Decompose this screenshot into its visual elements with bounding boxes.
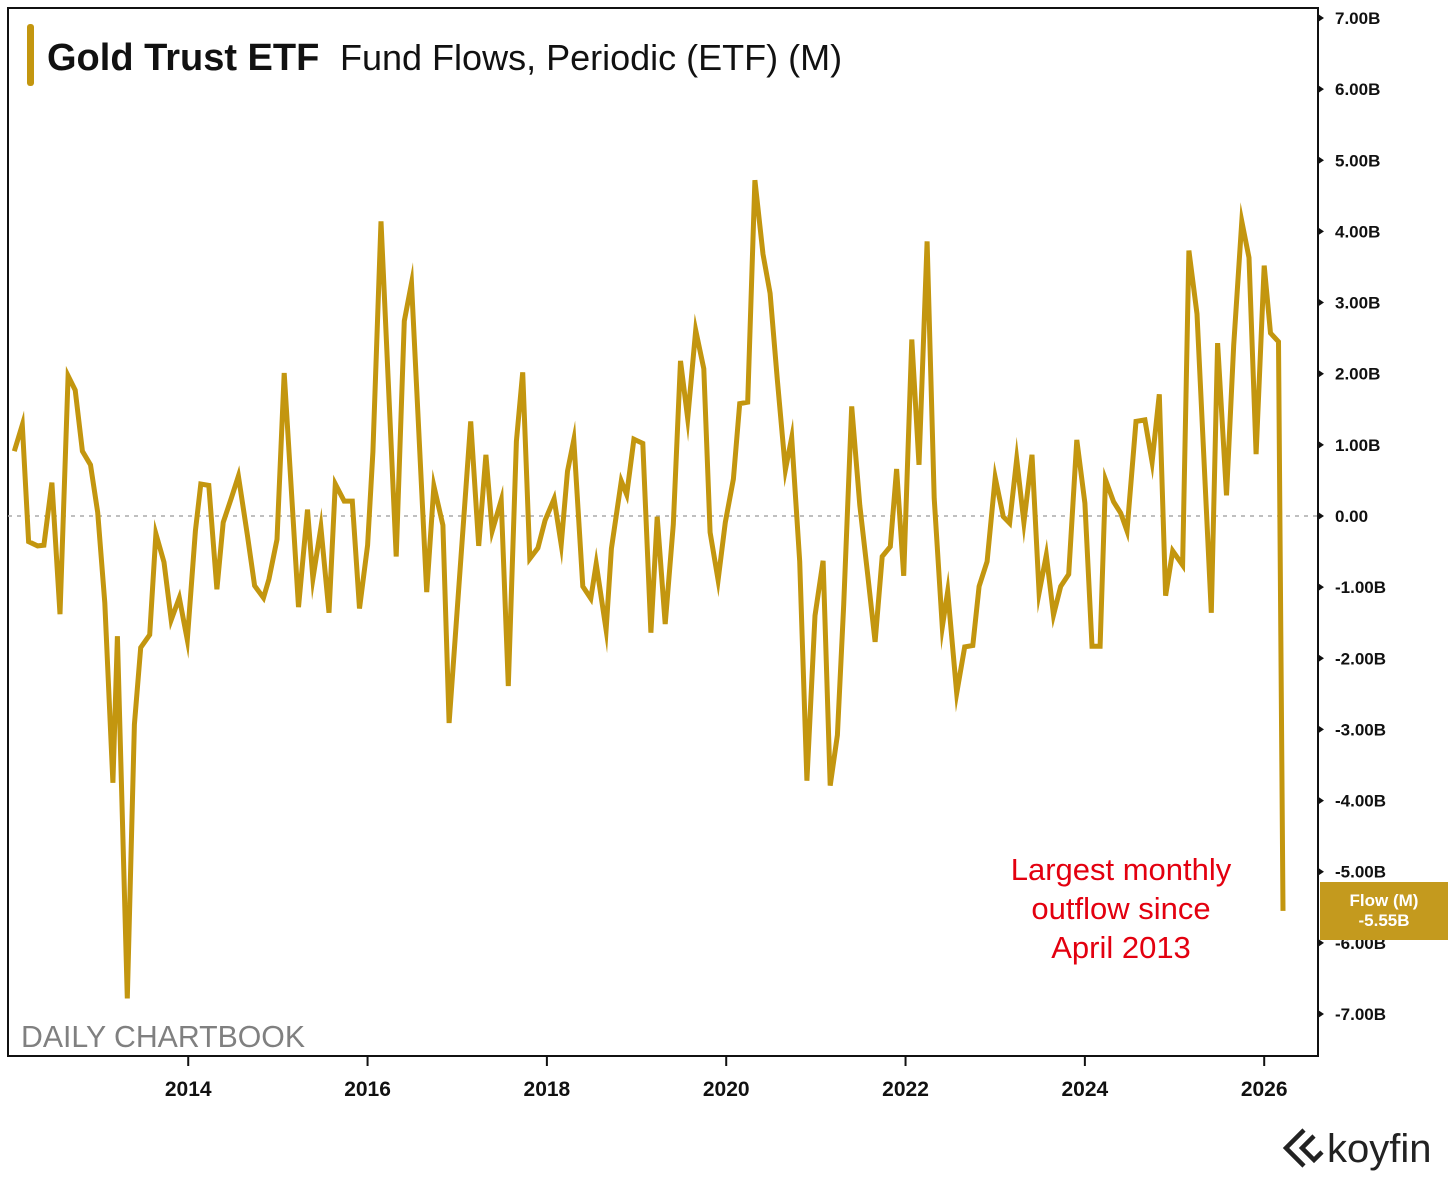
plot-frame	[7, 7, 1319, 1057]
x-tick-label: 2014	[165, 1078, 212, 1101]
y-tick-label: 6.00B	[1335, 80, 1380, 99]
y-tick-mark	[1318, 796, 1324, 805]
y-tick-mark	[1318, 583, 1324, 592]
chart-subtitle: Fund Flows, Periodic (ETF) (M)	[340, 37, 842, 78]
y-tick-label: -7.00B	[1335, 1005, 1386, 1024]
y-tick-label: 0.00	[1335, 507, 1368, 526]
last-value-badge	[1320, 882, 1448, 940]
title-accent-bar	[27, 24, 34, 86]
y-tick-mark	[1318, 654, 1324, 663]
y-tick-label: 1.00B	[1335, 436, 1380, 455]
koyfin-logo-icon	[1282, 1128, 1324, 1168]
y-tick-label: -4.00B	[1335, 792, 1386, 811]
y-tick-mark	[1318, 298, 1324, 307]
y-tick-mark	[1318, 511, 1324, 520]
watermark-daily-chartbook: DAILY CHARTBOOK	[21, 1019, 305, 1054]
y-tick-mark	[1318, 13, 1324, 22]
x-tick-label: 2018	[524, 1078, 571, 1101]
y-tick-mark	[1318, 440, 1324, 449]
y-tick-mark	[1318, 867, 1324, 876]
chart-title: Gold Trust ETF	[47, 37, 319, 79]
y-tick-label: 3.00B	[1335, 294, 1380, 313]
y-tick-mark	[1318, 85, 1324, 94]
y-tick-label: -2.00B	[1335, 649, 1386, 668]
koyfin-brand: koyfin	[1327, 1127, 1432, 1171]
y-tick-mark	[1318, 156, 1324, 165]
x-tick-label: 2020	[703, 1078, 750, 1101]
y-tick-label: 7.00B	[1335, 9, 1380, 28]
x-tick-label: 2016	[344, 1078, 391, 1101]
x-tick-label: 2022	[882, 1078, 929, 1101]
annotation-line-2: outflow since	[1031, 891, 1210, 926]
annotation-line-3: April 2013	[1051, 930, 1191, 965]
y-tick-mark	[1318, 227, 1324, 236]
x-tick-label: 2024	[1062, 1078, 1109, 1101]
y-tick-mark	[1318, 938, 1324, 947]
y-tick-label: -1.00B	[1335, 578, 1386, 597]
y-tick-label: 4.00B	[1335, 222, 1380, 241]
y-tick-mark	[1318, 369, 1324, 378]
x-tick-label: 2026	[1241, 1078, 1288, 1101]
annotation-line-1: Largest monthly	[1011, 852, 1232, 887]
y-tick-mark	[1318, 725, 1324, 734]
badge-last-value: -5.55B	[1358, 911, 1409, 930]
y-tick-mark	[1318, 1010, 1324, 1019]
y-tick-label: 5.00B	[1335, 151, 1380, 170]
y-tick-label: -5.00B	[1335, 863, 1386, 882]
y-tick-label: -3.00B	[1335, 720, 1386, 739]
badge-series-name: Flow (M)	[1350, 891, 1419, 910]
y-tick-label: 2.00B	[1335, 365, 1380, 384]
